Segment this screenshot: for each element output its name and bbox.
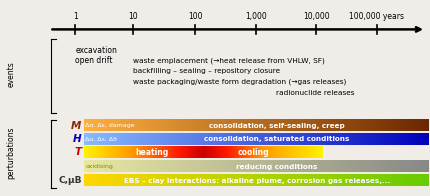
Text: Δu, Δs, Δθ: Δu, Δs, Δθ xyxy=(86,136,117,142)
Text: reducing conditions: reducing conditions xyxy=(236,164,317,170)
Text: T: T xyxy=(74,147,82,157)
Text: 10: 10 xyxy=(128,12,138,21)
Text: EBS – clay interactions: alkaline plume, corrosion gas releases,...: EBS – clay interactions: alkaline plume,… xyxy=(124,178,391,184)
Text: consolidation, saturated conditions: consolidation, saturated conditions xyxy=(204,136,349,142)
Text: events: events xyxy=(6,62,15,87)
Text: consolidation, self-sealing, creep: consolidation, self-sealing, creep xyxy=(209,123,344,129)
Text: waste emplacement (→heat release from VHLW, SF): waste emplacement (→heat release from VH… xyxy=(133,57,325,64)
Text: cooling: cooling xyxy=(238,148,270,157)
Text: 1,000: 1,000 xyxy=(245,12,267,21)
Text: oxidising: oxidising xyxy=(86,164,113,169)
Text: waste packaging/waste form degradation (→gas releases): waste packaging/waste form degradation (… xyxy=(133,79,346,85)
Text: 1: 1 xyxy=(73,12,77,21)
Text: backfilling – sealing – repository closure: backfilling – sealing – repository closu… xyxy=(133,68,280,74)
Text: 10,000: 10,000 xyxy=(303,12,329,21)
Text: perturbations: perturbations xyxy=(6,127,15,179)
Text: heating: heating xyxy=(135,148,168,157)
Text: Δσ, Δε, damage: Δσ, Δε, damage xyxy=(86,123,135,128)
Text: 100,000 years: 100,000 years xyxy=(349,12,404,21)
Text: excavation
open drift: excavation open drift xyxy=(75,46,117,65)
Text: H: H xyxy=(73,134,82,144)
Text: M: M xyxy=(71,121,82,131)
Text: C,μB: C,μB xyxy=(58,176,82,185)
Text: 100: 100 xyxy=(188,12,203,21)
Text: radionuclide releases: radionuclide releases xyxy=(276,90,355,96)
